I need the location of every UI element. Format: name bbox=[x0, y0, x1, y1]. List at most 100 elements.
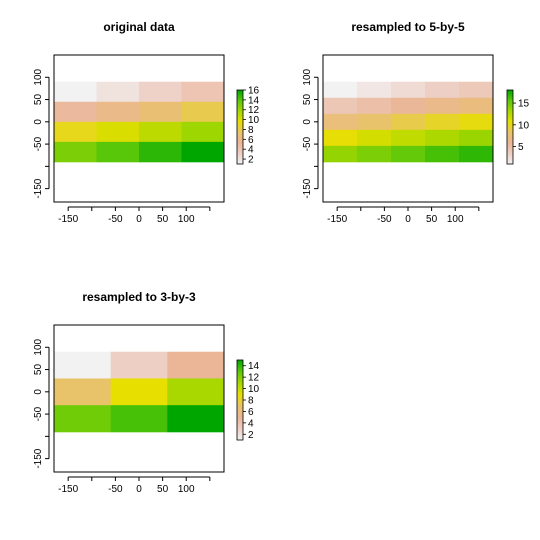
legend-color-step bbox=[237, 360, 243, 363]
legend-color-step bbox=[237, 392, 243, 395]
x-tick-label: -150 bbox=[327, 214, 347, 225]
x-tick-label: -50 bbox=[108, 484, 123, 495]
legend-color-step bbox=[237, 404, 243, 407]
legend-color-step bbox=[237, 420, 243, 423]
legend-color-step bbox=[237, 154, 243, 157]
legend-color-step bbox=[507, 123, 513, 126]
legend-color-step bbox=[507, 154, 513, 157]
raster-cell bbox=[167, 405, 225, 433]
raster-cell bbox=[110, 378, 168, 406]
legend-color-step bbox=[237, 136, 243, 139]
legend-color-step bbox=[507, 125, 513, 128]
y-tick-label: -150 bbox=[33, 448, 44, 468]
raster-cell bbox=[323, 129, 358, 147]
legend-color-step bbox=[237, 117, 243, 120]
legend-color-step bbox=[237, 132, 243, 135]
legend-color-step bbox=[237, 406, 243, 409]
legend-color-step bbox=[507, 141, 513, 144]
raster-cell bbox=[391, 113, 426, 131]
raster-cell bbox=[96, 81, 140, 103]
legend-color-step bbox=[507, 114, 513, 117]
y-tick-label: 100 bbox=[33, 338, 44, 355]
legend-color-step bbox=[237, 428, 243, 431]
plot-frame bbox=[322, 54, 494, 203]
raster-cell bbox=[391, 129, 426, 147]
legend-color-step bbox=[507, 93, 513, 96]
legend-tick-label: 2 bbox=[248, 155, 254, 166]
raster-cell bbox=[357, 129, 392, 147]
legend-color-step bbox=[237, 130, 243, 133]
legend-color-step bbox=[237, 370, 243, 373]
legend-tick-label: 4 bbox=[248, 145, 254, 156]
legend-color-step bbox=[237, 424, 243, 427]
legend-tick-label: 15 bbox=[518, 99, 530, 110]
raster-cell bbox=[181, 101, 225, 123]
legend-color-step bbox=[237, 141, 243, 144]
raster-cell bbox=[167, 378, 225, 406]
legend-color-step bbox=[507, 143, 513, 146]
x-tick-label: 50 bbox=[157, 484, 169, 495]
raster-cell bbox=[357, 113, 392, 131]
legend-color-step bbox=[237, 398, 243, 401]
raster-cell bbox=[139, 81, 182, 103]
legend-color-step bbox=[507, 101, 513, 104]
legend-tick-label: 12 bbox=[248, 373, 260, 384]
legend-color-step bbox=[507, 95, 513, 98]
legend-color-step bbox=[237, 380, 243, 383]
raster-cell bbox=[323, 145, 358, 163]
y-tick-label: 0 bbox=[33, 119, 44, 125]
raster-cell bbox=[181, 121, 225, 143]
legend-color-step bbox=[237, 376, 243, 379]
legend-color-step bbox=[237, 422, 243, 425]
legend-color-step bbox=[237, 408, 243, 411]
raster-cell bbox=[96, 121, 140, 143]
legend-color-step bbox=[507, 119, 513, 122]
legend-tick-label: 5 bbox=[518, 142, 524, 153]
raster-cell bbox=[181, 141, 225, 163]
legend-color-step bbox=[237, 158, 243, 161]
raster-cell bbox=[323, 97, 358, 115]
legend-color-step bbox=[237, 156, 243, 159]
x-tick-label: -50 bbox=[377, 214, 392, 225]
legend-color-step bbox=[237, 396, 243, 399]
raster-cell bbox=[139, 101, 182, 123]
legend-color-step bbox=[237, 108, 243, 111]
legend-color-step bbox=[237, 152, 243, 156]
legend-color-step bbox=[507, 112, 513, 115]
legend-color-step bbox=[237, 364, 243, 367]
legend-color-step bbox=[507, 156, 513, 159]
x-tick-label: 0 bbox=[136, 484, 142, 495]
legend-color-step bbox=[237, 147, 243, 150]
legend-color-step bbox=[507, 149, 513, 152]
legend-tick-label: 10 bbox=[248, 384, 260, 395]
raster-cell bbox=[425, 129, 460, 147]
legend-color-step bbox=[237, 101, 243, 104]
legend-color-step bbox=[237, 418, 243, 421]
raster-cell bbox=[54, 405, 112, 433]
raster-cell bbox=[391, 97, 426, 115]
legend-color-step bbox=[237, 145, 243, 148]
legend-color-step bbox=[507, 106, 513, 109]
legend-color-step bbox=[237, 102, 243, 106]
legend-color-step bbox=[507, 162, 513, 165]
raster-cell bbox=[323, 113, 358, 131]
legend-color-step bbox=[237, 149, 243, 152]
legend-color-step bbox=[507, 130, 513, 133]
y-tick-label: 0 bbox=[302, 119, 313, 125]
y-tick-label: 0 bbox=[33, 389, 44, 395]
legend-color-step bbox=[237, 366, 243, 369]
legend-color-step bbox=[507, 139, 513, 143]
legend-tick-label: 10 bbox=[248, 115, 260, 126]
raster-cell bbox=[54, 81, 97, 103]
legend-color-step bbox=[237, 410, 243, 413]
legend-color-step bbox=[507, 132, 513, 135]
y-tick-label: -50 bbox=[302, 136, 313, 151]
raster-cell bbox=[391, 145, 426, 163]
legend-color-step bbox=[507, 138, 513, 141]
y-tick-label: 50 bbox=[33, 94, 44, 106]
legend-tick-label: 6 bbox=[248, 407, 254, 418]
raster-cell bbox=[96, 141, 140, 163]
panel-title: original data bbox=[103, 20, 175, 34]
legend-bar-frame bbox=[506, 89, 514, 165]
